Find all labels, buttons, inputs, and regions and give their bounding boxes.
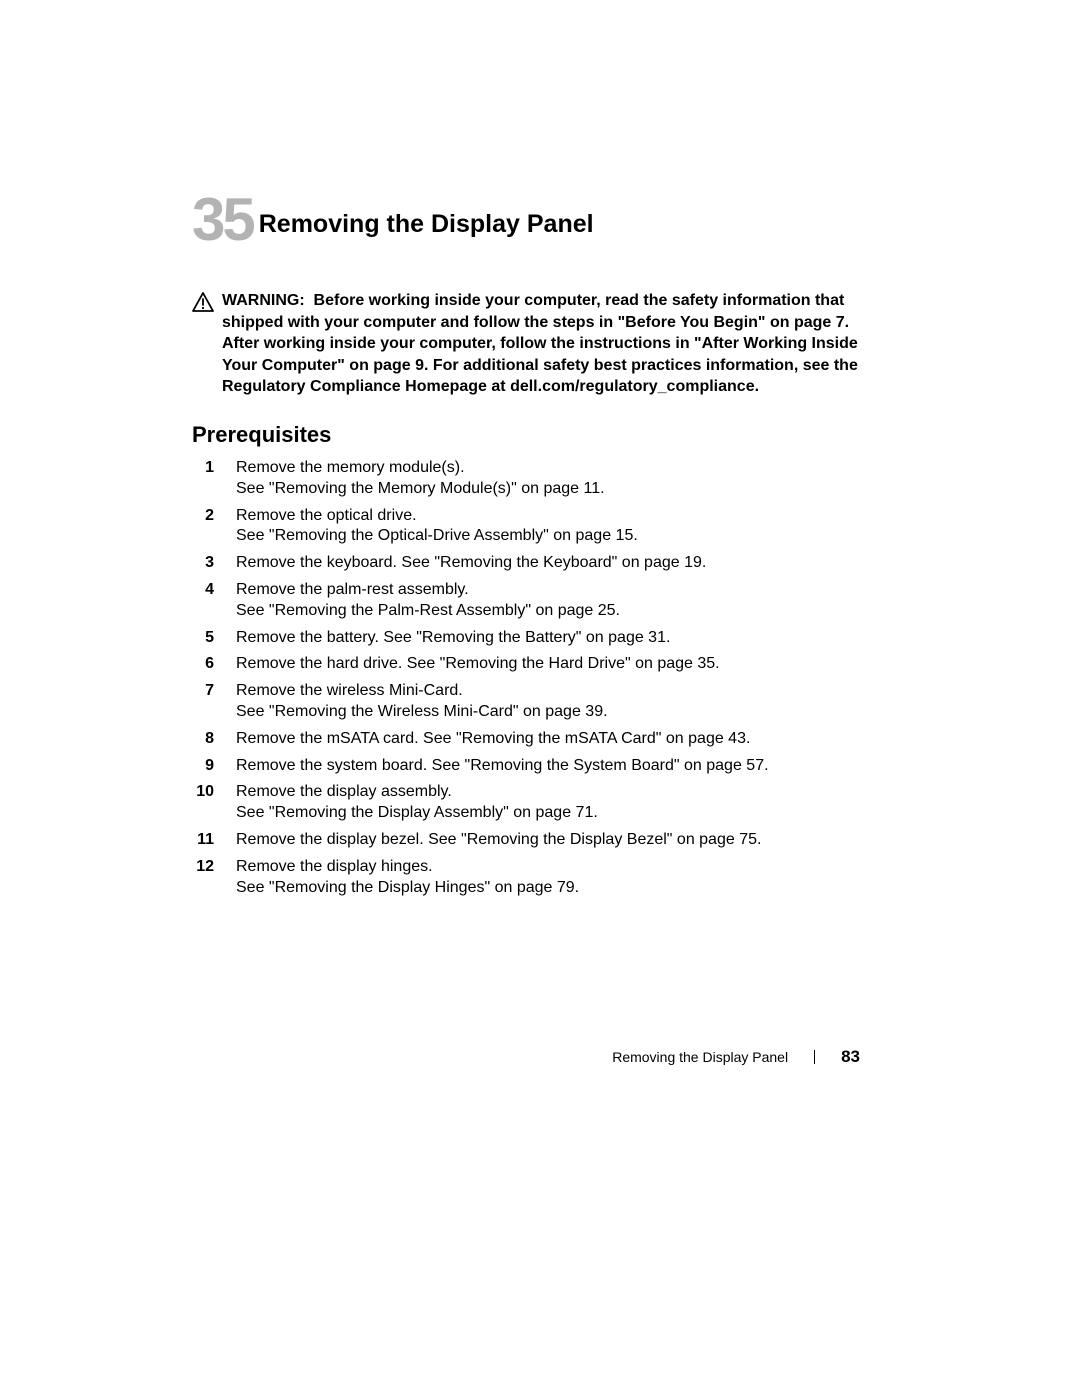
list-item: 10 Remove the display assembly. See "Rem…: [192, 782, 860, 824]
item-body: Remove the mSATA card. See "Removing the…: [236, 729, 860, 750]
item-number: 8: [192, 729, 214, 750]
item-number: 3: [192, 553, 214, 574]
list-item: 11 Remove the display bezel. See "Removi…: [192, 830, 860, 851]
list-item: 5 Remove the battery. See "Removing the …: [192, 628, 860, 649]
item-text: Remove the system board. See "Removing t…: [236, 756, 860, 777]
warning-block: WARNING: Before working inside your comp…: [192, 290, 860, 398]
list-item: 2 Remove the optical drive. See "Removin…: [192, 506, 860, 548]
item-body: Remove the palm-rest assembly. See "Remo…: [236, 580, 860, 622]
item-body: Remove the display assembly. See "Removi…: [236, 782, 860, 824]
chapter-title: Removing the Display Panel: [259, 212, 594, 237]
item-ref: See "Removing the Memory Module(s)" on p…: [236, 479, 860, 500]
warning-label: WARNING:: [222, 292, 305, 309]
item-text: Remove the palm-rest assembly.: [236, 580, 860, 601]
item-number: 5: [192, 628, 214, 649]
item-body: Remove the hard drive. See "Removing the…: [236, 654, 860, 675]
item-text: Remove the display hinges.: [236, 857, 860, 878]
item-number: 6: [192, 654, 214, 675]
item-text: Remove the wireless Mini-Card.: [236, 681, 860, 702]
item-number: 11: [192, 830, 214, 851]
item-ref: See "Removing the Optical-Drive Assembly…: [236, 526, 860, 547]
list-item: 7 Remove the wireless Mini-Card. See "Re…: [192, 681, 860, 723]
manual-page: 35 Removing the Display Panel WARNING: B…: [0, 0, 1080, 1397]
item-text: Remove the display bezel. See "Removing …: [236, 830, 860, 851]
item-body: Remove the keyboard. See "Removing the K…: [236, 553, 860, 574]
footer-divider: [814, 1050, 815, 1064]
item-text: Remove the mSATA card. See "Removing the…: [236, 729, 860, 750]
list-item: 9 Remove the system board. See "Removing…: [192, 756, 860, 777]
item-text: Remove the keyboard. See "Removing the K…: [236, 553, 860, 574]
item-body: Remove the display bezel. See "Removing …: [236, 830, 860, 851]
list-item: 3 Remove the keyboard. See "Removing the…: [192, 553, 860, 574]
item-ref: See "Removing the Display Assembly" on p…: [236, 803, 860, 824]
item-ref: See "Removing the Wireless Mini-Card" on…: [236, 702, 860, 723]
page-footer: Removing the Display Panel 83: [612, 1047, 860, 1067]
footer-section-title: Removing the Display Panel: [612, 1049, 788, 1065]
warning-body: Before working inside your computer, rea…: [222, 292, 858, 395]
item-text: Remove the optical drive.: [236, 506, 860, 527]
item-number: 2: [192, 506, 214, 527]
item-text: Remove the battery. See "Removing the Ba…: [236, 628, 860, 649]
chapter-number: 35: [192, 190, 253, 250]
list-item: 12 Remove the display hinges. See "Remov…: [192, 857, 860, 899]
item-body: Remove the system board. See "Removing t…: [236, 756, 860, 777]
section-heading: Prerequisites: [192, 422, 860, 448]
item-ref: See "Removing the Display Hinges" on pag…: [236, 878, 860, 899]
list-item: 8 Remove the mSATA card. See "Removing t…: [192, 729, 860, 750]
warning-text: WARNING: Before working inside your comp…: [222, 290, 860, 398]
item-ref: See "Removing the Palm-Rest Assembly" on…: [236, 601, 860, 622]
list-item: 1 Remove the memory module(s). See "Remo…: [192, 458, 860, 500]
item-number: 7: [192, 681, 214, 702]
item-body: Remove the memory module(s). See "Removi…: [236, 458, 860, 500]
item-body: Remove the optical drive. See "Removing …: [236, 506, 860, 548]
prerequisites-list: 1 Remove the memory module(s). See "Remo…: [192, 458, 860, 898]
footer-page-number: 83: [841, 1047, 860, 1067]
item-number: 9: [192, 756, 214, 777]
item-text: Remove the hard drive. See "Removing the…: [236, 654, 860, 675]
item-number: 4: [192, 580, 214, 601]
chapter-header: 35 Removing the Display Panel: [192, 190, 860, 250]
item-text: Remove the memory module(s).: [236, 458, 860, 479]
item-text: Remove the display assembly.: [236, 782, 860, 803]
warning-triangle-icon: [192, 292, 214, 317]
item-body: Remove the wireless Mini-Card. See "Remo…: [236, 681, 860, 723]
item-number: 1: [192, 458, 214, 479]
item-body: Remove the display hinges. See "Removing…: [236, 857, 860, 899]
item-number: 10: [192, 782, 214, 803]
list-item: 6 Remove the hard drive. See "Removing t…: [192, 654, 860, 675]
item-body: Remove the battery. See "Removing the Ba…: [236, 628, 860, 649]
item-number: 12: [192, 857, 214, 878]
list-item: 4 Remove the palm-rest assembly. See "Re…: [192, 580, 860, 622]
